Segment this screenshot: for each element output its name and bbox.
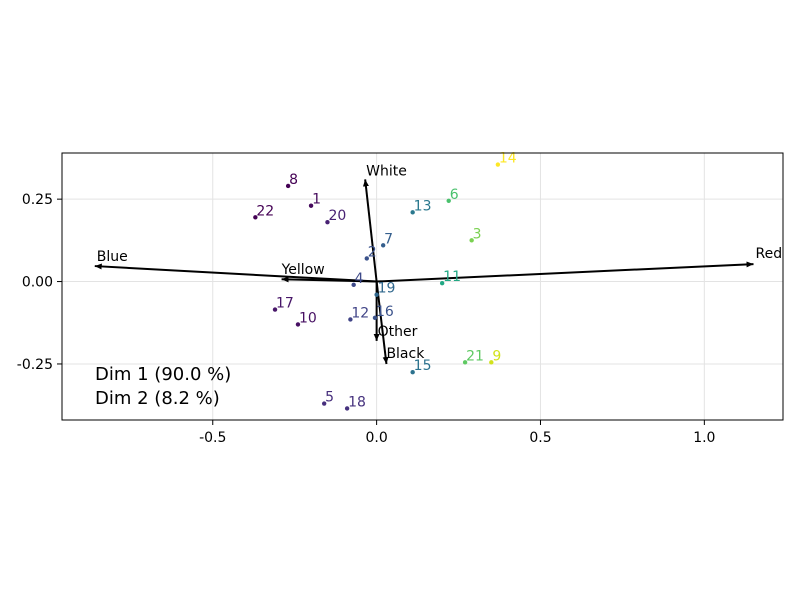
point-1: [308, 203, 314, 208]
y-tick-label: 0.00: [22, 275, 53, 291]
point-label-17: 17: [276, 296, 294, 312]
point-13: [410, 210, 415, 215]
y-tick-label: 0.25: [22, 192, 53, 208]
point-label-8: 8: [289, 172, 298, 188]
loading-vectors: Red Blue Yellow White Other Black: [94, 163, 783, 365]
point-12: [348, 317, 353, 322]
point-16: [372, 315, 378, 321]
point-label-2: 2: [368, 244, 377, 260]
point-label-5: 5: [325, 390, 334, 406]
dim2-annotation: Dim 2 (8.2 %): [95, 388, 220, 409]
point-19: [374, 292, 379, 297]
vector-arrow-yellow: [281, 276, 377, 283]
point-label-16: 16: [376, 304, 394, 320]
point-14: [495, 162, 501, 167]
point-9: [489, 360, 494, 365]
point-10: [295, 322, 301, 327]
point-label-15: 15: [414, 358, 432, 374]
vector-label-yellow: Yellow: [281, 262, 325, 278]
point-label-21: 21: [466, 348, 484, 364]
plot-frame: [61, 152, 784, 421]
point-label-13: 13: [414, 198, 432, 214]
grid-lines: [62, 153, 783, 420]
point-label-3: 3: [473, 226, 482, 242]
vector-arrow-white: [362, 179, 378, 282]
vector-label-red: Red: [756, 246, 783, 262]
vector-arrow-red: [376, 261, 754, 283]
point-label-6: 6: [450, 187, 459, 203]
vector-arrow-blue: [94, 263, 377, 283]
x-tick-label: 1.0: [693, 430, 715, 446]
point-21: [462, 360, 468, 365]
vector-label-other: Other: [378, 324, 418, 340]
point-5: [321, 401, 327, 406]
point-label-14: 14: [499, 151, 517, 167]
point-18: [344, 406, 350, 411]
x-tick-label: -0.5: [199, 430, 226, 446]
point-label-7: 7: [384, 231, 393, 247]
point-11: [439, 281, 445, 286]
axis-ticks: -0.5 0.0 0.5 1.0 -0.25 0.00 0.25: [17, 192, 716, 446]
point-7: [380, 243, 386, 248]
vector-label-white: White: [366, 163, 407, 179]
point-label-10: 10: [299, 310, 317, 326]
point-17: [272, 307, 278, 312]
point-15: [410, 370, 415, 375]
x-tick-label: 0.5: [529, 430, 551, 446]
y-tick-label: -0.25: [17, 357, 53, 373]
point-label-19: 19: [378, 281, 396, 297]
point-label-1: 1: [312, 192, 321, 208]
vector-label-blue: Blue: [97, 249, 128, 265]
point-label-12: 12: [351, 305, 369, 321]
dim1-annotation: Dim 1 (90.0 %): [95, 364, 231, 385]
x-tick-label: 0.0: [365, 430, 387, 446]
point-2: [364, 256, 369, 261]
point-6: [446, 198, 451, 203]
point-3: [469, 238, 474, 243]
point-label-22: 22: [256, 203, 274, 219]
point-22: [253, 215, 258, 220]
point-4: [351, 282, 356, 288]
point-label-11: 11: [443, 269, 461, 285]
point-label-9: 9: [492, 348, 501, 364]
point-label-4: 4: [355, 271, 364, 287]
point-label-18: 18: [348, 394, 366, 410]
point-20: [325, 220, 330, 225]
point-label-20: 20: [328, 208, 346, 224]
point-8: [285, 183, 291, 189]
vector-label-black: Black: [386, 346, 425, 362]
